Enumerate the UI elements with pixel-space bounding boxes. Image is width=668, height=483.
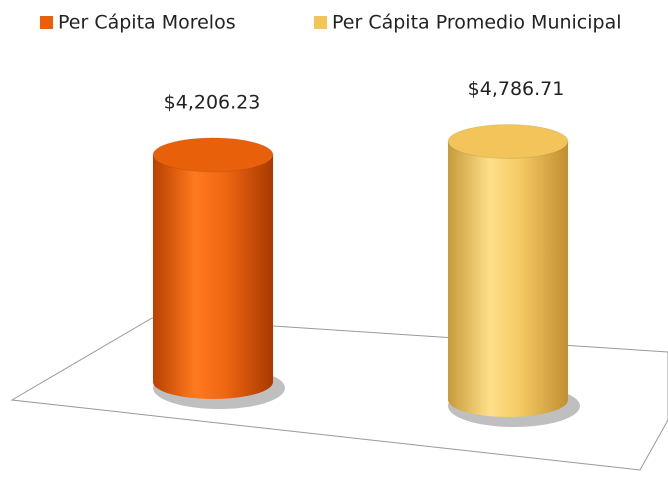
bar	[153, 154, 273, 399]
bar-top	[152, 137, 274, 173]
bar-top	[447, 124, 569, 160]
value-label: $4,786.71	[468, 78, 565, 100]
legend-label: Per Cápita Promedio Municipal	[332, 12, 622, 34]
floor	[10, 317, 668, 471]
value-label: $4,206.23	[164, 91, 261, 113]
bar	[448, 141, 568, 418]
legend-swatch	[314, 16, 327, 29]
legend-label: Per Cápita Morelos	[58, 12, 236, 34]
legend-swatch	[40, 16, 53, 29]
